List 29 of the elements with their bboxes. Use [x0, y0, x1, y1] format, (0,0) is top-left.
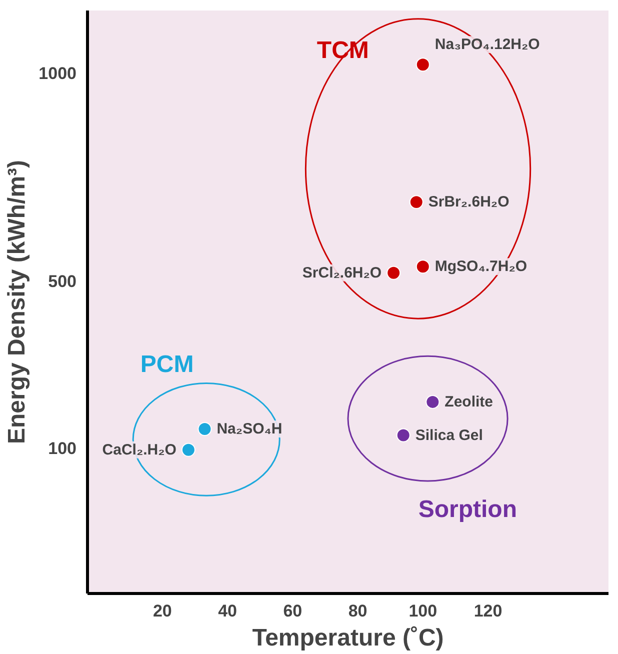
annotation: SrCl₂.6H₂O	[302, 264, 382, 282]
x-tick-label: 100	[408, 602, 438, 620]
point	[416, 58, 430, 72]
point	[396, 428, 410, 442]
annotation: Na₃PO₄.12H₂O	[434, 36, 540, 54]
point	[409, 195, 424, 210]
y-axis-title: Energy Density (kWh/m³)	[4, 160, 31, 444]
annotation: Na₂SO₄H	[216, 420, 282, 438]
annotation: MgSO₄.7H₂O	[434, 258, 528, 276]
text: Sorption	[418, 496, 517, 524]
point	[181, 442, 196, 457]
y-tick-label: 1000	[38, 64, 77, 83]
y-tick-label: 100	[48, 438, 77, 458]
x-tick-label: 20	[152, 602, 172, 620]
x-tick-label: 60	[283, 602, 302, 620]
x-tick-label: 120	[474, 602, 502, 620]
x-tick-label: 40	[218, 602, 237, 620]
point	[426, 394, 440, 409]
point	[198, 422, 212, 436]
annotation: SrBr₂.6H₂O	[428, 194, 510, 211]
x-axis-title: Temperature (˚C)	[252, 624, 444, 652]
x-tick-label: 80	[348, 602, 368, 620]
point	[386, 266, 401, 280]
point	[416, 260, 430, 274]
annotation: CaCl₂.H₂O	[102, 441, 177, 458]
annotation: Silica Gel	[415, 426, 483, 444]
y-tick-label: 500	[48, 272, 77, 292]
series-label: PCM	[140, 351, 194, 378]
annotation: Zeolite	[444, 393, 494, 410]
